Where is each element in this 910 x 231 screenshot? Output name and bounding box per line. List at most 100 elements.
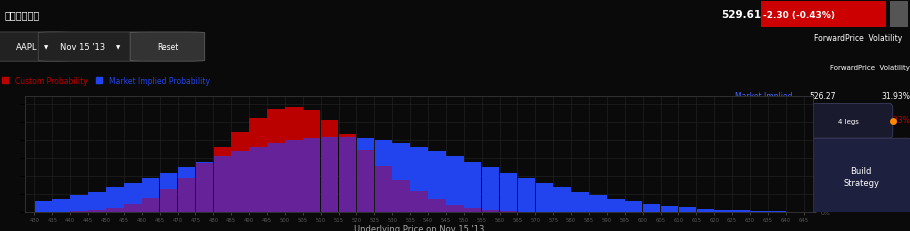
Bar (392, 143, 410, 213)
Bar (429, 200, 446, 213)
Text: 4 legs: 4 legs (838, 118, 859, 124)
Bar (70, 211, 88, 213)
Bar (35, 202, 52, 213)
Bar (53, 199, 70, 213)
Bar (53, 212, 70, 213)
Text: AAPL: AAPL (16, 43, 38, 52)
Text: ForwardPrice  Volatility: ForwardPrice Volatility (830, 65, 910, 71)
Bar (196, 162, 213, 213)
Bar (714, 210, 732, 213)
Bar (214, 157, 231, 213)
Bar (518, 212, 535, 213)
Bar (464, 162, 481, 213)
Bar (268, 110, 285, 213)
Bar (285, 141, 303, 213)
Bar (410, 147, 428, 213)
Bar (518, 178, 535, 213)
Bar (303, 111, 320, 213)
Text: 520.73: 520.73 (810, 116, 836, 125)
Bar (53, 212, 70, 213)
Bar (70, 211, 88, 213)
FancyBboxPatch shape (761, 2, 886, 28)
FancyBboxPatch shape (38, 33, 143, 62)
Y-axis label: Probability
per 5 USD: Probability per 5 USD (852, 138, 862, 171)
Bar (196, 164, 213, 213)
Bar (429, 200, 446, 213)
Bar (446, 205, 463, 213)
Bar (571, 192, 589, 213)
Bar (357, 139, 374, 213)
FancyBboxPatch shape (811, 104, 893, 139)
Bar (285, 141, 303, 213)
Bar (249, 147, 267, 213)
Bar (303, 139, 320, 213)
X-axis label: Underlying Price on Nov 15 '13: Underlying Price on Nov 15 '13 (354, 224, 484, 231)
Bar (214, 157, 231, 213)
Bar (88, 210, 106, 213)
Bar (177, 178, 196, 213)
Bar (464, 209, 481, 213)
Bar (642, 204, 661, 213)
Bar (375, 141, 392, 213)
Bar (535, 183, 553, 213)
Text: ▼: ▼ (44, 45, 48, 50)
Text: 概率分布组建: 概率分布组建 (5, 10, 40, 20)
Bar (321, 137, 339, 213)
Bar (482, 210, 500, 213)
Bar (160, 189, 177, 213)
Bar (177, 178, 196, 213)
Bar (321, 121, 339, 213)
Text: ForwardPrice  Volatility: ForwardPrice Volatility (814, 33, 903, 43)
Text: Reset: Reset (157, 43, 178, 52)
Bar (268, 143, 285, 213)
Bar (231, 132, 249, 213)
Text: 529.61: 529.61 (722, 10, 762, 20)
Bar (446, 157, 463, 213)
Bar (124, 204, 142, 213)
Bar (733, 210, 750, 213)
Text: ▼: ▼ (116, 45, 121, 50)
Bar (482, 210, 500, 213)
Bar (124, 183, 142, 213)
Bar (446, 205, 463, 213)
Bar (231, 152, 249, 213)
Bar (321, 137, 339, 213)
Text: Market Implied Probability: Market Implied Probability (108, 76, 209, 85)
Bar (392, 180, 410, 213)
Bar (88, 210, 106, 213)
Bar (142, 178, 159, 213)
Bar (696, 209, 714, 213)
Text: Custom: Custom (763, 116, 792, 125)
Text: Custom Probability: Custom Probability (15, 76, 87, 85)
Bar (750, 211, 768, 213)
Bar (249, 147, 267, 213)
Bar (339, 137, 356, 213)
Bar (142, 198, 159, 213)
Bar (106, 208, 124, 213)
Bar (500, 173, 517, 213)
Bar (589, 196, 607, 213)
Bar (890, 2, 908, 28)
Text: Build
Strategy: Build Strategy (844, 167, 879, 187)
Bar (106, 208, 124, 213)
Bar (375, 167, 392, 213)
Bar (357, 151, 374, 213)
FancyBboxPatch shape (130, 33, 205, 62)
Text: Nov 15 '13: Nov 15 '13 (60, 43, 106, 52)
Bar (607, 199, 624, 213)
Bar (553, 188, 571, 213)
Text: -2.30 (-0.43%): -2.30 (-0.43%) (763, 11, 834, 19)
FancyBboxPatch shape (811, 139, 910, 215)
Bar (679, 207, 696, 213)
Bar (249, 119, 267, 213)
Bar (339, 137, 356, 213)
Text: Market Implied: Market Implied (734, 91, 792, 100)
Bar (339, 135, 356, 213)
Bar (482, 167, 500, 213)
Bar (268, 143, 285, 213)
Bar (70, 196, 88, 213)
Bar (196, 164, 213, 213)
Bar (160, 189, 177, 213)
Bar (392, 180, 410, 213)
Bar (124, 204, 142, 213)
